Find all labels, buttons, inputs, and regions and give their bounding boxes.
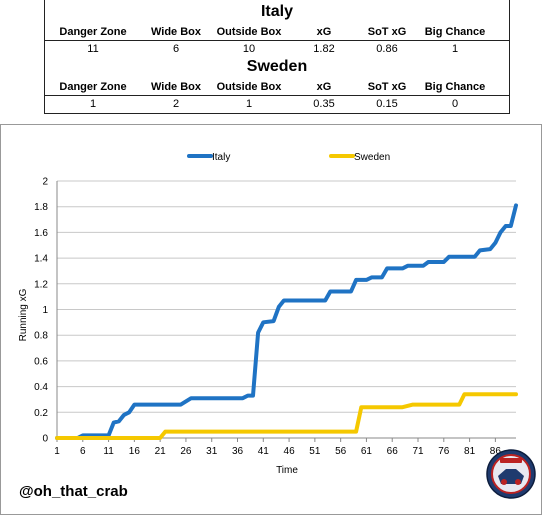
chart-series xyxy=(55,203,518,440)
x-tick-label: 56 xyxy=(335,446,347,457)
header-wide-box: Wide Box xyxy=(150,81,202,93)
team-name-italy: Italy xyxy=(260,3,293,20)
y-tick-label: 1 xyxy=(42,305,48,316)
italy-outside-box: 10 xyxy=(242,43,256,55)
header-row-sweden: Danger Zone Wide Box Outside Box xG SoT … xyxy=(45,81,509,99)
header-outside-box: Outside Box xyxy=(216,81,282,93)
legend-label-sweden: Sweden xyxy=(354,152,390,163)
x-tick-label: 86 xyxy=(490,446,502,457)
series-line-sweden xyxy=(55,392,518,440)
sweden-outside-box: 1 xyxy=(245,98,253,110)
x-tick-label: 61 xyxy=(361,446,373,457)
x-tick-label: 11 xyxy=(103,446,114,457)
header-big-chance: Big Chance xyxy=(424,81,486,93)
x-tick-label: 1 xyxy=(54,446,60,457)
sweden-danger-zone: 1 xyxy=(89,98,97,110)
x-tick-label: 81 xyxy=(464,446,476,457)
stats-table: Italy Danger Zone Wide Box Outside Box x… xyxy=(44,0,510,114)
x-tick-label: 66 xyxy=(387,446,399,457)
header-outside-box: Outside Box xyxy=(216,26,282,38)
sweden-big-chance: 0 xyxy=(451,98,459,110)
header-big-chance: Big Chance xyxy=(424,26,486,38)
header-xg: xG xyxy=(316,26,332,38)
italy-sot-xg: 0.86 xyxy=(376,43,398,55)
series-line-italy xyxy=(55,203,518,440)
y-tick-label: 0.2 xyxy=(34,408,48,419)
y-tick-label: 1.6 xyxy=(34,228,48,239)
x-axis-label: Time xyxy=(276,465,298,476)
x-tick-label: 21 xyxy=(155,446,167,457)
italy-xg: 1.82 xyxy=(313,43,335,55)
table-rule xyxy=(45,40,509,41)
x-tick-label: 31 xyxy=(206,446,218,457)
sweden-xg: 0.35 xyxy=(313,98,335,110)
y-tick-label: 0.6 xyxy=(34,356,48,367)
values-row-italy: 11 6 10 1.82 0.86 1 xyxy=(45,43,509,61)
y-tick-label: 0 xyxy=(42,434,48,445)
italy-danger-zone: 11 xyxy=(87,43,99,55)
x-tick-label: 6 xyxy=(80,446,86,457)
chart-gridlines xyxy=(57,180,516,439)
x-tick-label: 76 xyxy=(438,446,450,457)
header-sot-xg: SoT xG xyxy=(367,81,407,93)
x-tick-label: 36 xyxy=(232,446,244,457)
y-tick-label: 0.4 xyxy=(34,382,48,393)
x-tick-label: 51 xyxy=(309,446,321,457)
chart-legend: Italy Sweden xyxy=(187,152,390,163)
sweden-wide-box: 2 xyxy=(172,98,180,110)
header-xg: xG xyxy=(316,81,332,93)
sweden-sot-xg: 0.15 xyxy=(376,98,398,110)
header-danger-zone: Danger Zone xyxy=(59,26,127,38)
x-tick-label: 46 xyxy=(284,446,296,457)
header-sot-xg: SoT xG xyxy=(367,26,407,38)
y-tick-label: 1.4 xyxy=(34,254,48,265)
y-tick-label: 1.2 xyxy=(34,279,48,290)
table-rule xyxy=(45,95,509,96)
y-axis-label: Running xG xyxy=(18,288,29,341)
header-row-italy: Danger Zone Wide Box Outside Box xG SoT … xyxy=(45,26,509,44)
header-danger-zone: Danger Zone xyxy=(59,81,127,93)
x-tick-label: 41 xyxy=(258,446,270,457)
values-row-sweden: 1 2 1 0.35 0.15 0 xyxy=(45,98,509,116)
team-name-sweden: Sweden xyxy=(246,58,308,75)
x-tick-label: 16 xyxy=(129,446,141,457)
running-xg-chart: 00.20.40.60.811.21.41.61.821 6 11 16 21 26 31 3… xyxy=(18,152,518,476)
y-tick-label: 1.8 xyxy=(34,202,48,213)
crab-badge-logo-icon xyxy=(486,449,536,499)
italy-wide-box: 6 xyxy=(172,43,180,55)
chart-frame: 0 0.2 0.4 0.6 0.8 1 1.2 1.4 1.6 1.8 2 1 6 11 16 21 26 31 3… xyxy=(0,124,542,515)
italy-big-chance: 1 xyxy=(451,43,459,55)
y-tick-label: 0.8 xyxy=(34,331,48,342)
legend-label-italy: Italy xyxy=(212,152,230,163)
header-wide-box: Wide Box xyxy=(150,26,202,38)
x-tick-label: 26 xyxy=(180,446,192,457)
watermark-handle: @oh_that_crab xyxy=(19,483,128,500)
x-tick-label: 71 xyxy=(412,446,424,457)
y-tick-label: 2 xyxy=(42,177,48,188)
